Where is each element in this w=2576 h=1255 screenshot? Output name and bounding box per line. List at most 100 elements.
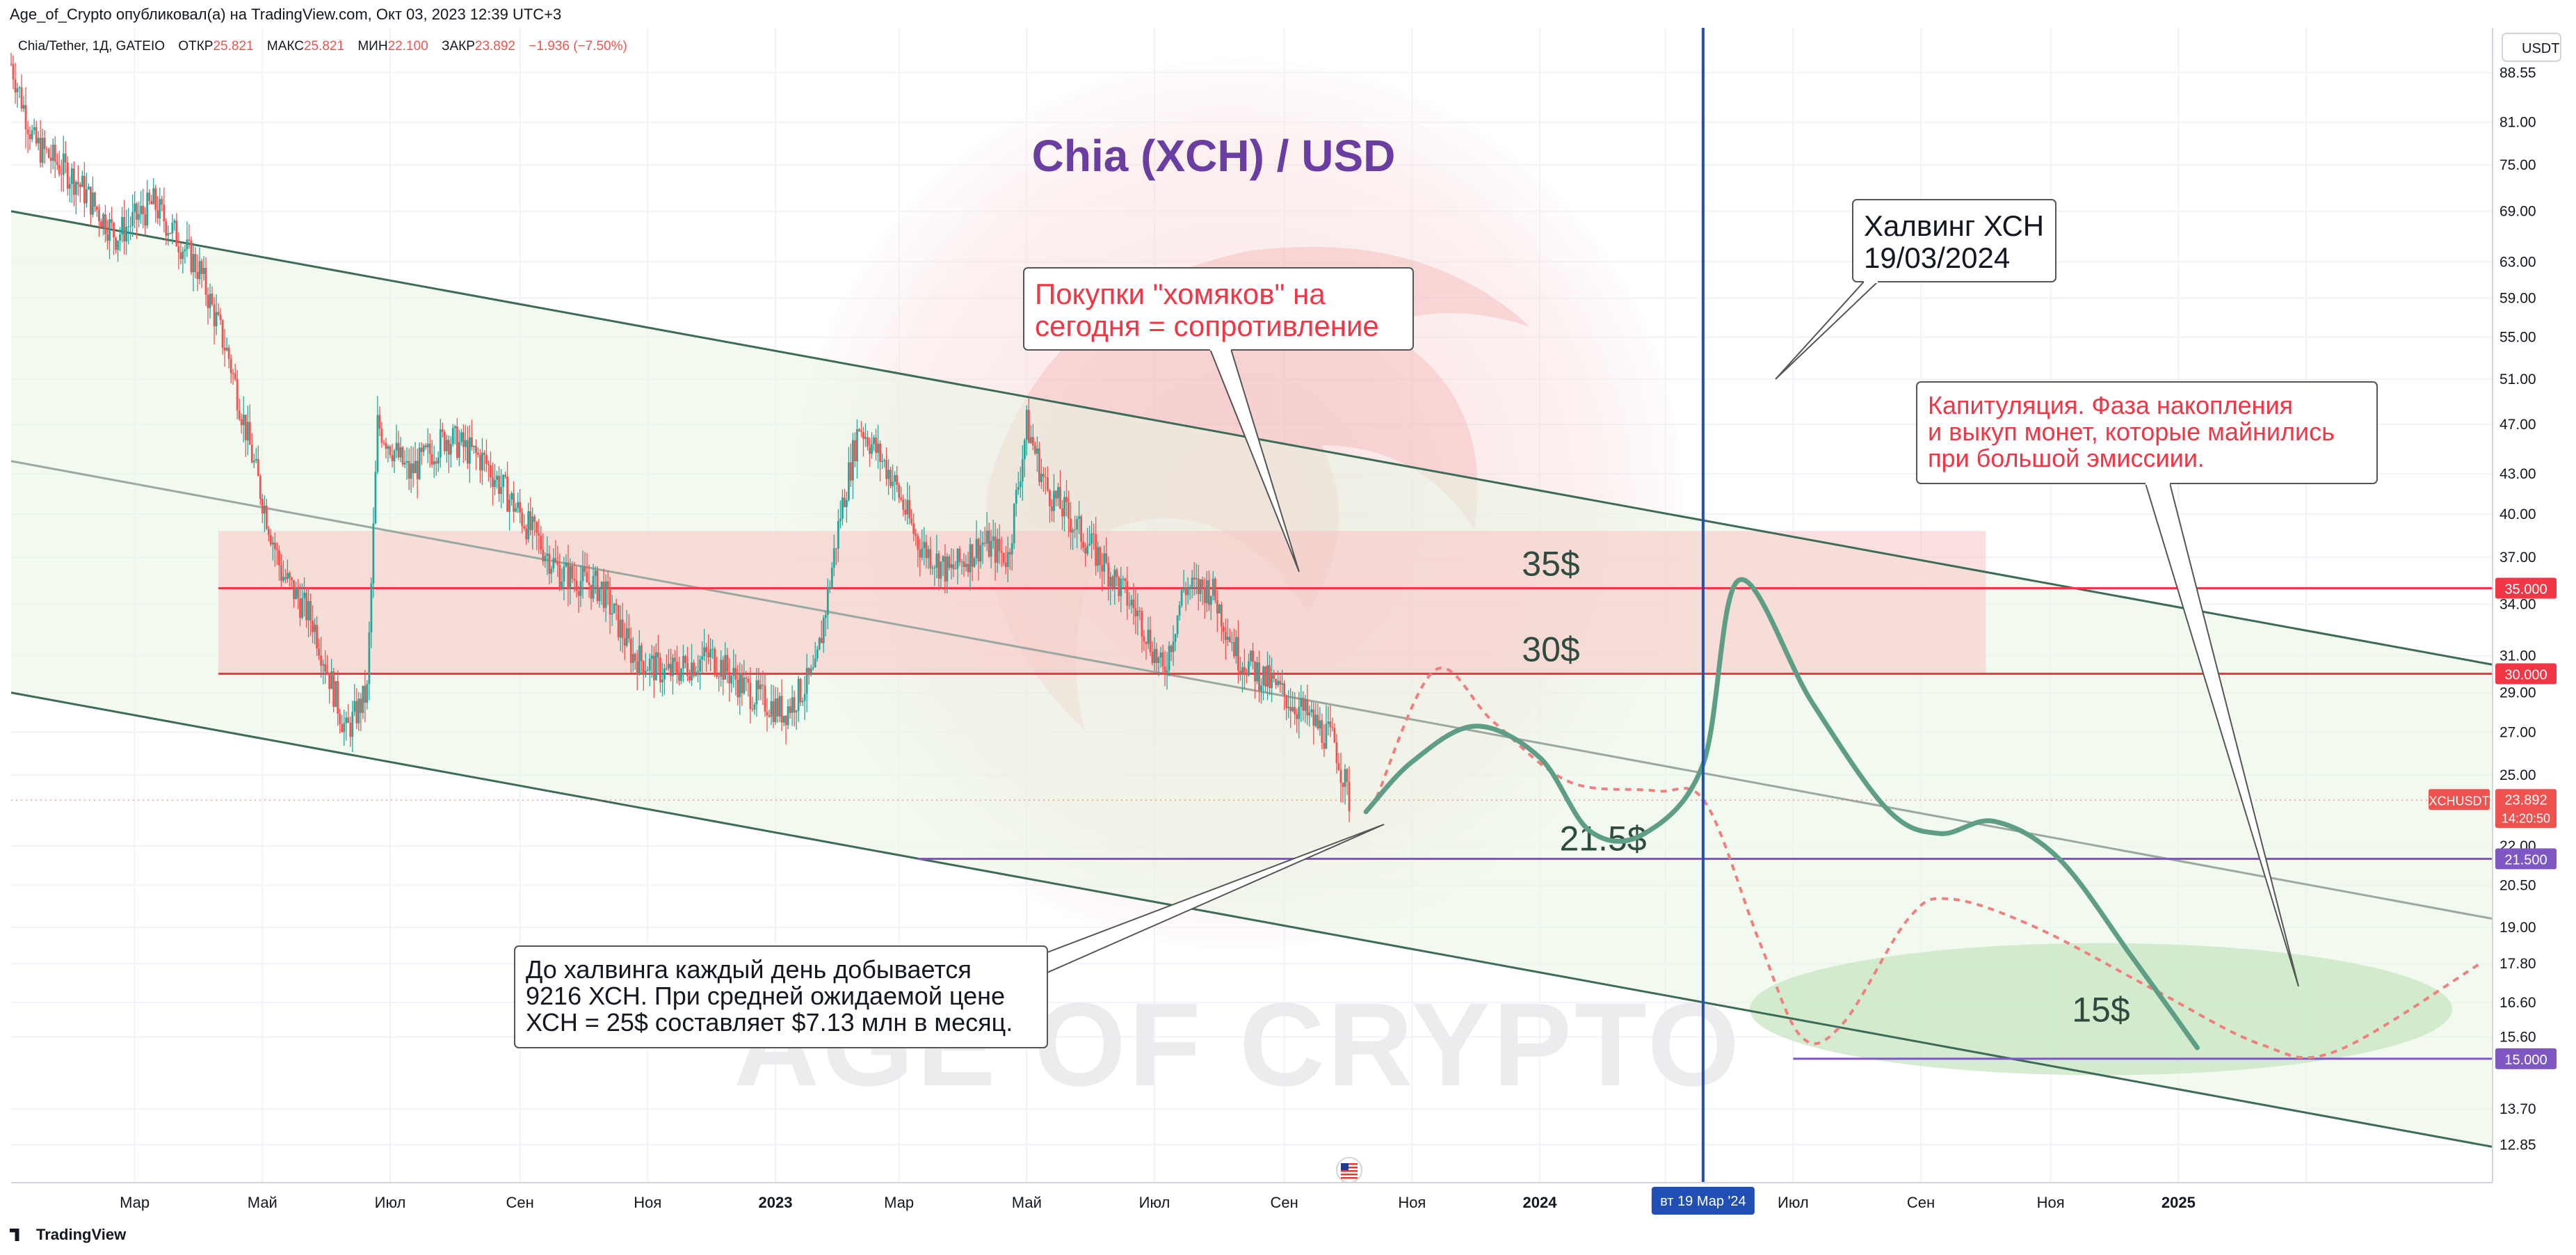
candle-body	[985, 530, 988, 544]
currency-button[interactable]	[2502, 33, 2561, 62]
y-tick-label: 59.00	[2499, 291, 2536, 307]
candle	[977, 537, 980, 581]
candle	[301, 583, 303, 620]
candle	[1166, 652, 1168, 690]
candle	[179, 242, 182, 265]
candle	[41, 129, 44, 168]
candle-body	[215, 312, 218, 326]
candle	[917, 533, 919, 568]
candle	[1176, 615, 1179, 638]
x-tick-label: Май	[1012, 1194, 1042, 1211]
candle	[1053, 474, 1055, 522]
candle-body	[1113, 569, 1116, 587]
candle-body	[471, 437, 473, 447]
candle-body	[1346, 769, 1349, 782]
candle	[488, 460, 490, 482]
candle-body	[186, 239, 188, 250]
candle-body	[757, 680, 760, 689]
candle	[449, 435, 452, 468]
candle	[774, 687, 777, 725]
candle	[462, 424, 465, 463]
candle	[186, 221, 188, 257]
candle-body	[751, 709, 754, 710]
candle-body	[1250, 650, 1252, 662]
candle	[755, 667, 758, 717]
candle-body	[1298, 707, 1301, 719]
symbol-name[interactable]: Chia/Tether, 1Д, GATEIO	[18, 39, 166, 54]
candle-body	[883, 460, 885, 461]
candle-body	[830, 567, 833, 587]
candle-body	[954, 568, 957, 570]
candle	[563, 557, 565, 600]
candle-body	[1214, 578, 1216, 600]
candle-body	[412, 463, 414, 474]
candle-body	[657, 652, 659, 658]
candle-body	[1061, 509, 1063, 517]
candle	[720, 650, 723, 687]
candle	[136, 202, 138, 239]
candle-body	[108, 219, 111, 241]
candle-body	[621, 619, 624, 639]
candle-body	[370, 583, 373, 632]
candle	[1019, 466, 1022, 498]
candle-body	[131, 211, 134, 226]
callout-text: ХСН = 25$ составляет $7.13 млн в месяц.	[526, 1008, 1013, 1037]
candle	[85, 173, 88, 208]
candle-body	[1082, 541, 1085, 548]
candle	[933, 565, 936, 586]
candle	[1038, 442, 1040, 486]
candle-body	[408, 461, 410, 479]
candle-body	[1348, 781, 1351, 812]
candle	[227, 344, 230, 369]
candle-body	[538, 533, 540, 536]
candle	[728, 658, 731, 702]
candle	[1296, 708, 1298, 733]
candle-body	[736, 679, 739, 698]
last-price-text: 23.892	[2504, 792, 2547, 808]
candle	[858, 428, 860, 433]
candle	[602, 568, 605, 612]
candle-body	[807, 668, 810, 676]
candle	[650, 644, 653, 678]
candle	[1285, 694, 1288, 721]
candle	[209, 283, 211, 319]
candle	[202, 256, 205, 281]
tradingview-brand[interactable]: TradingView	[10, 1226, 126, 1244]
candle	[849, 443, 852, 487]
candle	[759, 674, 762, 701]
candle-body	[689, 676, 691, 681]
candle-body	[858, 429, 860, 431]
candle	[257, 445, 259, 477]
candle	[1304, 694, 1307, 724]
halving-date-badge	[1651, 1187, 1755, 1215]
candle-body	[326, 671, 329, 673]
candle	[328, 673, 331, 704]
channel-fill	[11, 211, 2493, 1147]
candle-body	[1099, 547, 1102, 565]
candle	[1090, 520, 1093, 559]
candle-body	[1017, 486, 1020, 490]
candle-body	[1132, 599, 1135, 608]
candle	[873, 435, 875, 451]
candle-body	[915, 534, 917, 536]
last-price-badge	[2495, 789, 2557, 829]
candle	[1168, 641, 1170, 677]
candle	[439, 418, 442, 468]
candle	[1084, 543, 1087, 567]
candle-body	[368, 632, 371, 685]
candle-body	[428, 443, 431, 454]
candle	[335, 680, 337, 708]
candle	[969, 537, 972, 591]
candle-body	[1306, 699, 1309, 716]
candle	[575, 566, 578, 598]
candle-body	[1335, 742, 1338, 764]
candle-body	[714, 648, 716, 674]
candle	[90, 186, 92, 225]
candle-body	[156, 209, 159, 218]
candle	[1306, 685, 1309, 726]
candle	[496, 470, 498, 489]
candle	[743, 660, 746, 695]
candle-body	[1145, 641, 1148, 644]
candle	[542, 533, 545, 566]
